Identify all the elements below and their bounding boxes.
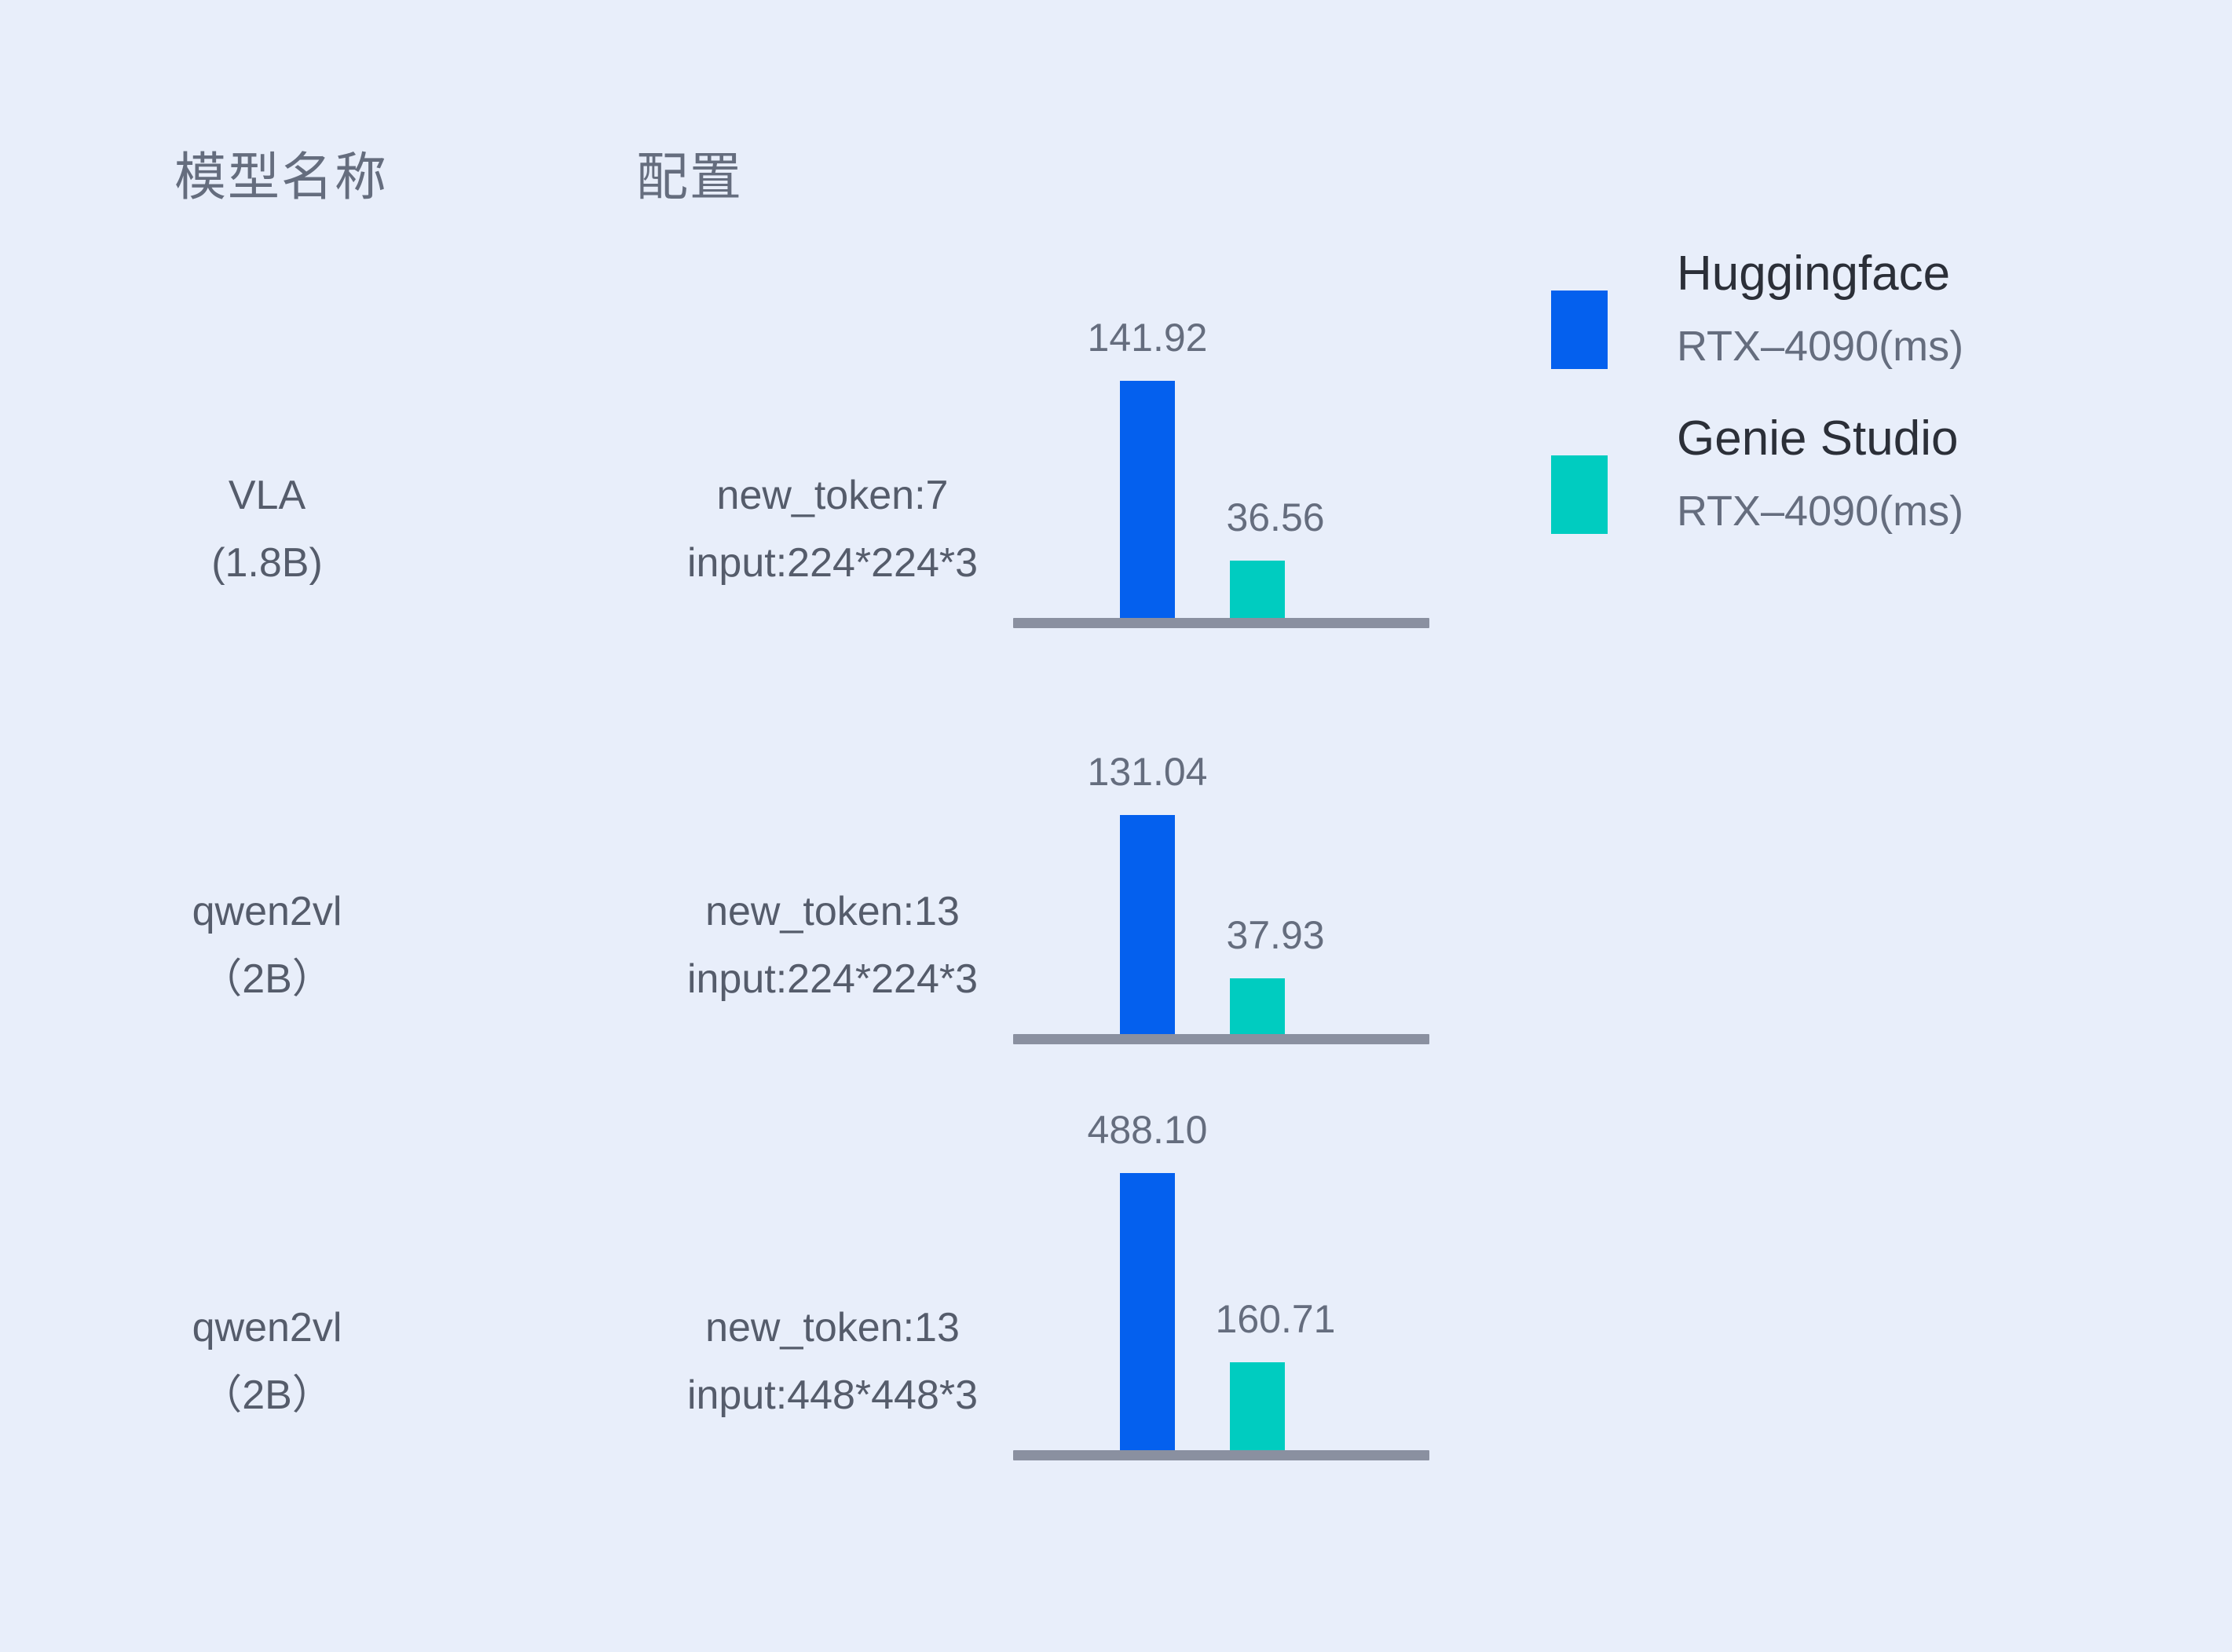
bar-huggingface[interactable] bbox=[1120, 815, 1175, 1038]
chart-legend: Huggingface RTX–4090(ms) Genie Studio RT… bbox=[1551, 236, 2148, 565]
row-config-input: input:224*224*3 bbox=[686, 956, 979, 1002]
row-model-size: (1.8B) bbox=[211, 540, 323, 586]
legend-title: Huggingface bbox=[1677, 247, 1951, 301]
row-config-tokens: new_token:13 bbox=[705, 1305, 960, 1350]
bar-huggingface[interactable] bbox=[1120, 1173, 1175, 1454]
row-model-label: qwen2vl （2B） bbox=[102, 878, 432, 1013]
row-model-name: VLA bbox=[228, 473, 306, 518]
bar-value-huggingface: 488.10 bbox=[1087, 1108, 1208, 1152]
bar-panel: 131.04 37.93 bbox=[1013, 746, 1429, 1044]
row-config-input: input:224*224*3 bbox=[686, 540, 979, 586]
legend-item-genie-studio[interactable]: Genie Studio RTX–4090(ms) bbox=[1551, 400, 2148, 565]
bar-value-huggingface: 141.92 bbox=[1087, 316, 1208, 360]
row-config-tokens: new_token:13 bbox=[705, 889, 960, 934]
bar-panel: 141.92 36.56 bbox=[1013, 316, 1429, 628]
column-header-model-name: 模型名称 bbox=[174, 148, 388, 206]
bar-value-genie-studio: 160.71 bbox=[1215, 1297, 1336, 1341]
row-model-label: VLA (1.8B) bbox=[102, 462, 432, 597]
bar-huggingface[interactable] bbox=[1120, 381, 1175, 622]
row-model-label: qwen2vl （2B） bbox=[102, 1294, 432, 1429]
row-config-input: input:448*448*3 bbox=[686, 1372, 979, 1418]
row-model-name: qwen2vl bbox=[192, 1305, 342, 1350]
chart-row: VLA (1.8B) new_token:7 input:224*224*3 1… bbox=[0, 316, 2232, 754]
bar-value-huggingface: 131.04 bbox=[1087, 750, 1208, 794]
chart-row: qwen2vl （2B） new_token:13 input:448*448*… bbox=[0, 1108, 2232, 1586]
bar-genie-studio[interactable] bbox=[1230, 561, 1285, 622]
legend-text-huggingface: Huggingface RTX–4090(ms) bbox=[1677, 236, 2148, 380]
baseline-rule bbox=[1013, 1450, 1429, 1460]
bar-value-genie-studio: 36.56 bbox=[1226, 495, 1325, 539]
legend-swatch-genie-studio bbox=[1551, 455, 1608, 534]
legend-item-huggingface[interactable]: Huggingface RTX–4090(ms) bbox=[1551, 236, 2148, 400]
legend-swatch-huggingface bbox=[1551, 291, 1608, 369]
column-header-configuration: 配置 bbox=[636, 148, 743, 206]
legend-title: Genie Studio bbox=[1677, 411, 1959, 466]
row-config-label: new_token:7 input:224*224*3 bbox=[471, 462, 1194, 597]
legend-subtitle: RTX–4090(ms) bbox=[1677, 488, 1964, 535]
legend-subtitle: RTX–4090(ms) bbox=[1677, 323, 1964, 370]
row-model-size: （2B） bbox=[201, 956, 333, 1002]
bar-value-genie-studio: 37.93 bbox=[1226, 913, 1325, 957]
row-model-name: qwen2vl bbox=[192, 889, 342, 934]
chart-row: qwen2vl （2B） new_token:13 input:224*224*… bbox=[0, 746, 2232, 1170]
legend-text-genie-studio: Genie Studio RTX–4090(ms) bbox=[1677, 400, 2148, 545]
row-model-size: （2B） bbox=[201, 1372, 333, 1418]
bar-genie-studio[interactable] bbox=[1230, 978, 1285, 1038]
baseline-rule bbox=[1013, 618, 1429, 628]
baseline-rule bbox=[1013, 1034, 1429, 1044]
bar-genie-studio[interactable] bbox=[1230, 1362, 1285, 1454]
bar-panel: 488.10 160.71 bbox=[1013, 1108, 1429, 1460]
row-config-tokens: new_token:7 bbox=[716, 473, 949, 518]
row-config-label: new_token:13 input:224*224*3 bbox=[471, 878, 1194, 1013]
row-config-label: new_token:13 input:448*448*3 bbox=[471, 1294, 1194, 1429]
